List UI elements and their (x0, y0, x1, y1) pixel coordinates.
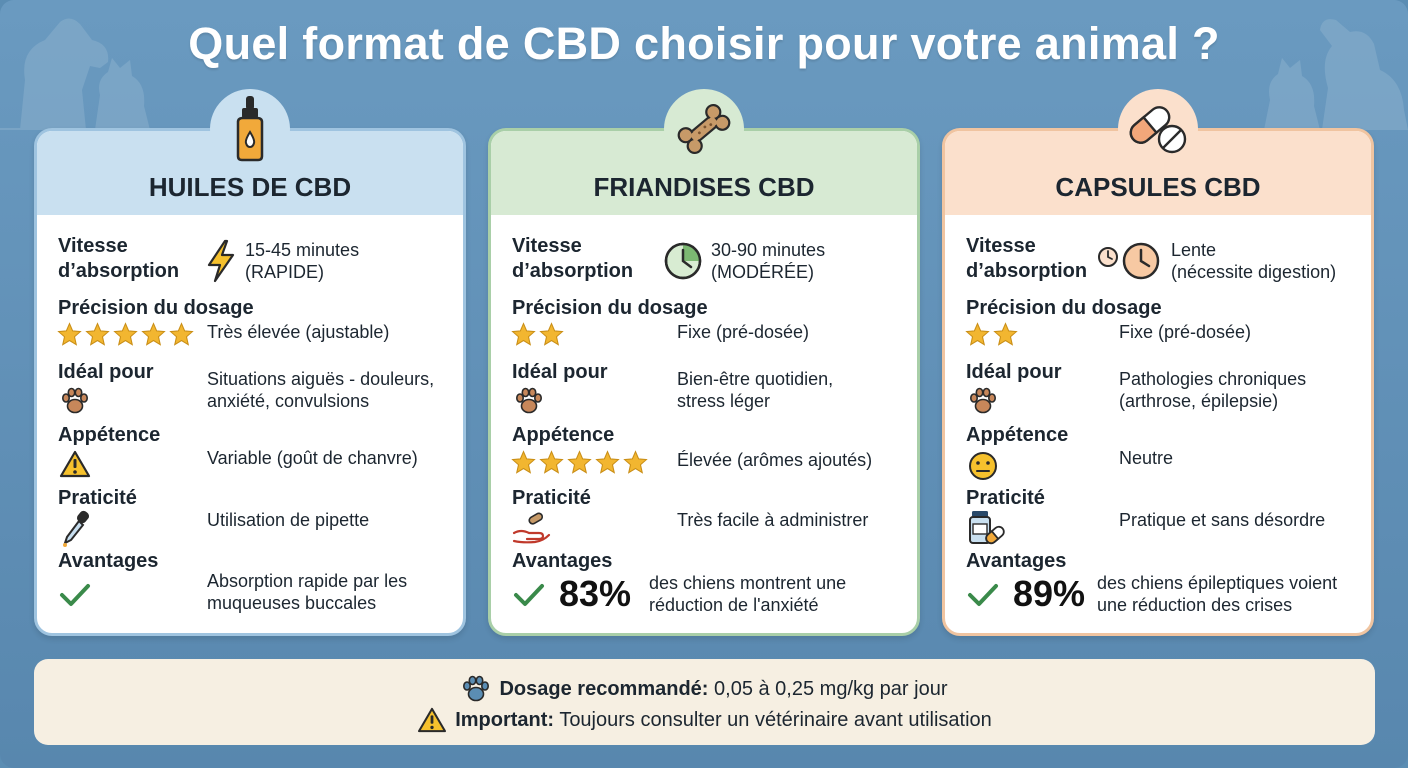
important-label: Important: (455, 708, 555, 731)
warning-icon (418, 707, 447, 733)
star-icon (965, 322, 990, 346)
card-title: CAPSULES CBD (1055, 172, 1261, 202)
card-title: HUILES DE CBD (148, 172, 352, 202)
advantages-label: Avantages (512, 550, 613, 572)
paw-icon (515, 387, 542, 414)
lightning-icon (207, 239, 235, 283)
card-header: HUILES DE CBD (37, 89, 463, 215)
precision-stars (57, 322, 194, 347)
page-title: Quel format de CBD choisir pour votre an… (188, 18, 1220, 69)
card-header: CAPSULES CBD (945, 89, 1371, 215)
palatability-label: Appétence (966, 424, 1069, 446)
card-header: FRIANDISES CBD (491, 89, 917, 215)
hand-giving-icon (512, 512, 551, 544)
bone-icon (677, 103, 731, 155)
paw-icon (463, 675, 490, 702)
star-icon (511, 322, 536, 346)
precision-value: Fixe (pré-dosée) (677, 322, 810, 342)
footer-note: Dosage recommandé: 0,05 à 0,25 mg/kg par… (34, 659, 1375, 745)
dosage-value: 0,05 à 0,25 mg/kg par jour (714, 677, 948, 700)
speed-value: 30-90 minutes (MODÉRÉE) (711, 240, 826, 282)
pill-bottle-icon (969, 511, 1005, 545)
dosage-label: Dosage recommandé: (499, 677, 709, 700)
precision-stars (965, 322, 1018, 347)
card-capsules: CAPSULES CBD Vitesse d’absorption Lente (n… (942, 89, 1374, 636)
neutral-face-icon (969, 452, 997, 480)
advantages-percent: 89% (1013, 573, 1086, 614)
star-icon (993, 322, 1018, 346)
speed-label: Vitesse d’absorption (58, 235, 180, 282)
precision-label: Précision du dosage (966, 297, 1162, 319)
paw-icon (61, 387, 88, 414)
badge (1118, 89, 1198, 169)
check-icon (60, 584, 90, 606)
practicality-value: Très facile à administrer (677, 510, 869, 530)
precision-label: Précision du dosage (512, 297, 708, 319)
palatability-label: Appétence (512, 424, 615, 446)
star-icon (623, 450, 648, 474)
precision-value: Très élevée (ajustable) (207, 322, 390, 342)
capsule-pill-icon (1129, 106, 1187, 154)
practicality-value: Pratique et sans désordre (1119, 510, 1326, 530)
ideal-label: Idéal pour (512, 361, 608, 383)
clocks-icon (1098, 242, 1160, 280)
ideal-label: Idéal pour (966, 361, 1062, 383)
palatability-value: Élevée (arômes ajoutés) (677, 450, 873, 470)
ideal-label: Idéal pour (58, 361, 154, 383)
card-oils: HUILES DE CBD Vitesse d’absorption 15-45 … (34, 89, 466, 636)
pipette-icon (63, 510, 90, 547)
practicality-label: Praticité (966, 487, 1045, 509)
precision-stars (511, 322, 564, 347)
speed-label: Vitesse d’absorption (966, 235, 1088, 282)
star-icon (539, 322, 564, 346)
advantages-percent: 83% (559, 573, 632, 614)
palatability-stars (511, 450, 648, 475)
star-icon (567, 450, 592, 474)
speed-value: Lente (nécessite digestion) (1171, 240, 1337, 282)
star-icon (595, 450, 620, 474)
practicality-label: Praticité (512, 487, 591, 509)
paw-icon (969, 387, 996, 414)
advantages-label: Avantages (966, 550, 1067, 572)
palatability-value: Neutre (1119, 448, 1174, 468)
practicality-value: Utilisation de pipette (207, 510, 370, 530)
star-icon (511, 450, 536, 474)
star-icon (141, 322, 166, 346)
star-icon (113, 322, 138, 346)
oil-dropper-bottle-icon (236, 96, 264, 162)
advantages-label: Avantages (58, 550, 159, 572)
card-title: FRIANDISES CBD (593, 172, 815, 202)
palatability-label: Appétence (58, 424, 161, 446)
clock-icon (664, 242, 702, 280)
speed-label: Vitesse d’absorption (512, 235, 634, 282)
star-icon (57, 322, 82, 346)
advantages-value: des chiens montrent une réduction de l'an… (649, 573, 847, 615)
star-icon (539, 450, 564, 474)
important-line: Important: Toujours consulter un vétérin… (34, 707, 1375, 733)
precision-value: Fixe (pré-dosée) (1119, 322, 1252, 342)
ideal-value: Pathologies chroniques (arthrose, épileps… (1119, 369, 1307, 411)
practicality-label: Praticité (58, 487, 137, 509)
check-icon (514, 584, 544, 606)
palatability-value: Variable (goût de chanvre) (207, 448, 418, 468)
card-treats: FRIANDISES CBD Vitesse d’absorption 30-90… (488, 89, 920, 636)
badge (664, 89, 744, 169)
check-icon (968, 584, 998, 606)
precision-label: Précision du dosage (58, 297, 254, 319)
star-icon (169, 322, 194, 346)
advantages-value: Absorption rapide par les muqueuses bucca… (207, 571, 408, 613)
important-value: Toujours consulter un vétérinaire avant … (559, 708, 992, 731)
star-icon (85, 322, 110, 346)
ideal-value: Bien-être quotidien, stress léger (677, 369, 834, 411)
badge (210, 89, 290, 169)
speed-value: 15-45 minutes (RAPIDE) (245, 240, 360, 282)
advantages-value: des chiens épileptiques voient une réduct… (1097, 573, 1338, 615)
ideal-value: Situations aiguës - douleurs, anxiété, co… (207, 369, 435, 411)
dog-cat-silhouette-icon (1264, 19, 1408, 130)
dosage-line: Dosage recommandé: 0,05 à 0,25 mg/kg par… (34, 675, 1375, 703)
warning-icon (59, 450, 91, 478)
